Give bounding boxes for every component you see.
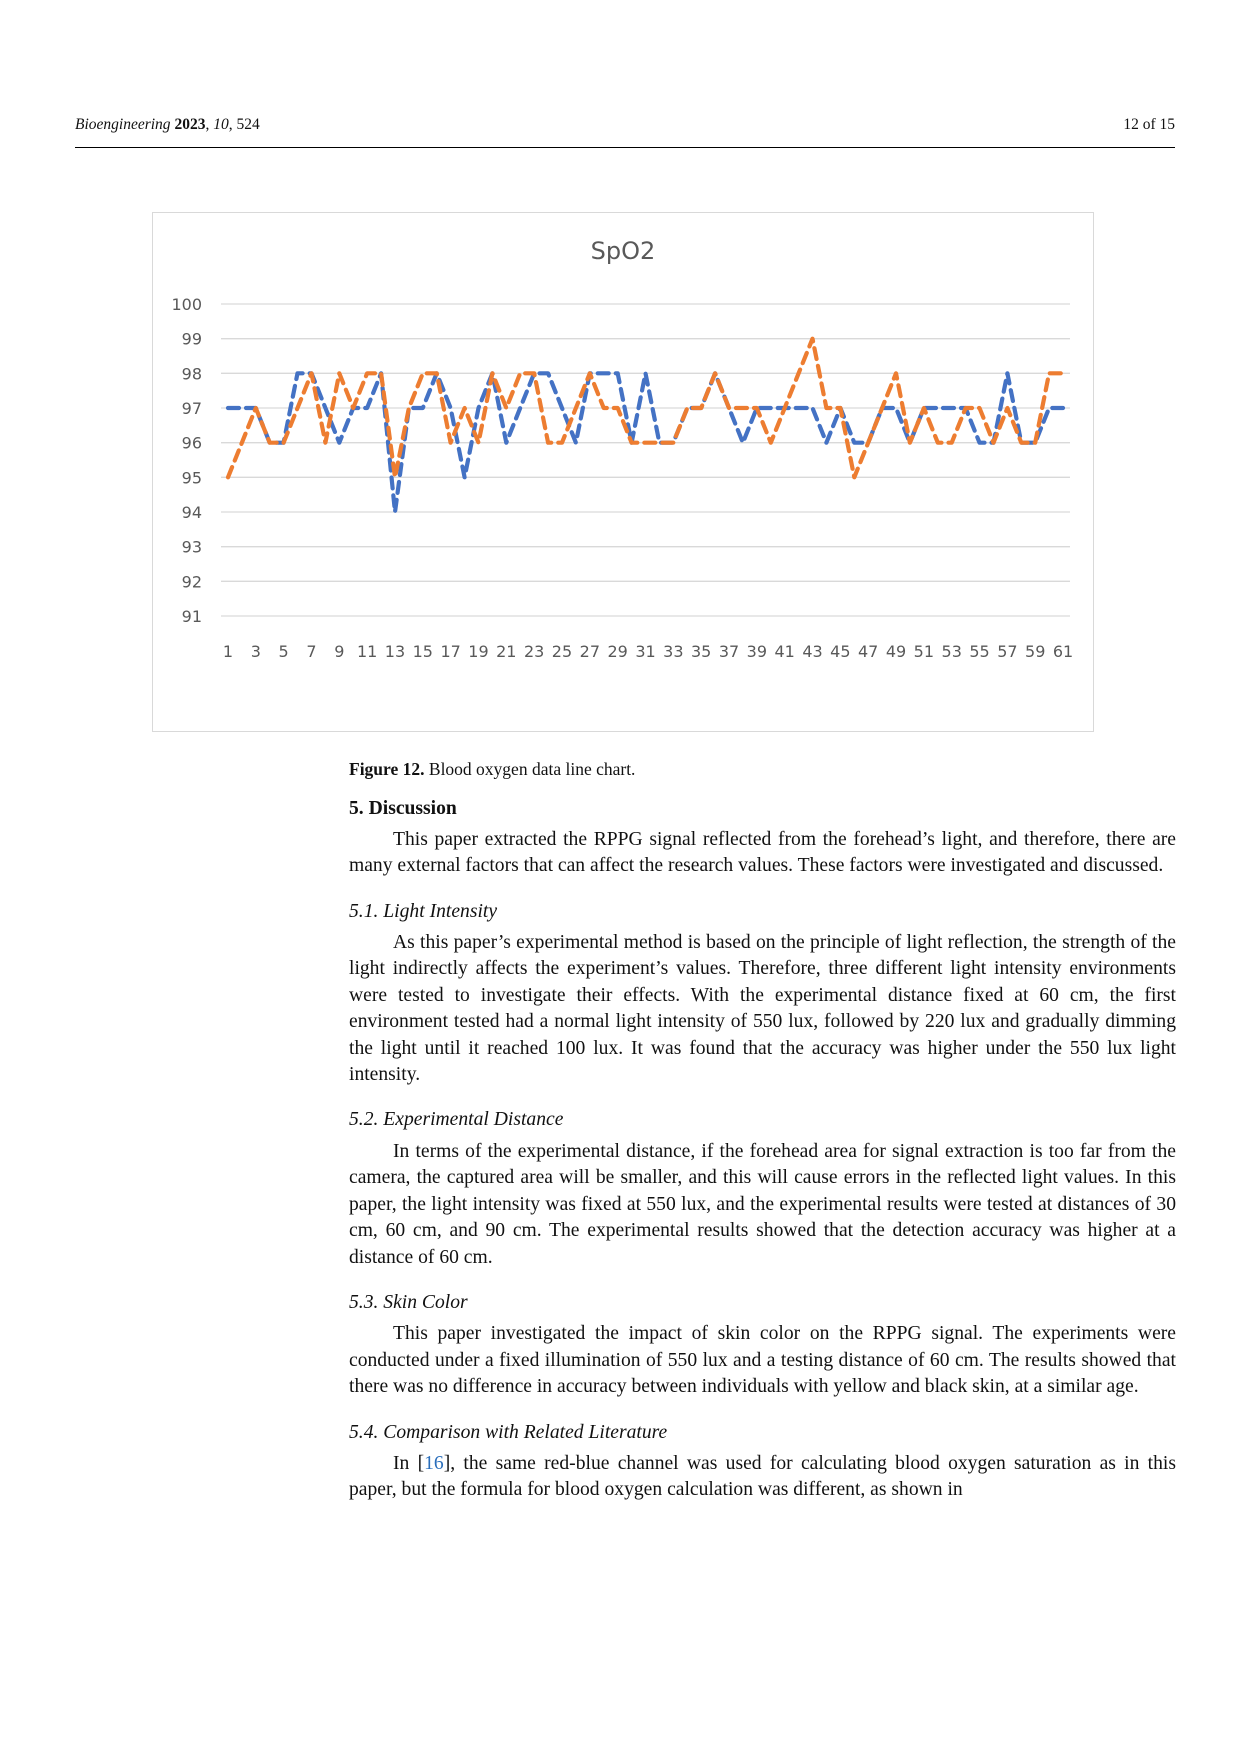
y-tick-label: 98 [182, 364, 202, 383]
y-tick-label: 94 [182, 503, 202, 522]
subsection-heading-distance: 5.2. Experimental Distance [349, 1109, 564, 1131]
x-tick-label: 61 [1053, 642, 1073, 661]
x-tick-label: 5 [279, 642, 289, 661]
x-tick-label: 53 [942, 642, 962, 661]
citation-link[interactable]: 16 [424, 1452, 444, 1474]
x-tick-label: 7 [306, 642, 316, 661]
x-tick-label: 41 [775, 642, 795, 661]
x-tick-label: 33 [663, 642, 683, 661]
y-tick-label: 97 [182, 399, 202, 418]
x-tick-label: 59 [1025, 642, 1045, 661]
volume: 10 [213, 116, 229, 133]
paragraph-light: As this paper’s experimental method is b… [349, 932, 1176, 1086]
x-tick-label: 11 [357, 642, 377, 661]
text: In [ [393, 1452, 425, 1474]
caption-label: Figure 12. [349, 759, 425, 779]
y-tick-label: 96 [182, 434, 202, 453]
journal-name: Bioengineering [75, 116, 171, 133]
x-tick-label: 17 [440, 642, 460, 661]
x-tick-label: 1 [223, 642, 233, 661]
spo2-chart: SpO2 100 99 98 97 96 95 94 93 92 91 1 3 5 7 9 11 13 15 17 19… [152, 212, 1094, 732]
y-tick-label: 93 [182, 538, 202, 557]
section-heading-discussion: 5. Discussion [349, 798, 457, 820]
x-tick-label: 31 [635, 642, 655, 661]
x-tick-label: 37 [719, 642, 739, 661]
paragraph-distance: In terms of the experimental distance, i… [349, 1140, 1176, 1268]
y-tick-label: 92 [182, 572, 202, 591]
chart-title: SpO2 [591, 237, 656, 265]
article-number: 524 [236, 116, 260, 133]
x-tick-label: 3 [251, 642, 261, 661]
paragraph-comparison: In [16], the same red-blue channel was u… [349, 1451, 1176, 1504]
x-tick-label: 45 [830, 642, 850, 661]
body-text: Figure 12. Blood oxygen data line chart.… [349, 756, 1176, 1504]
subsection-heading-skin: 5.3. Skin Color [349, 1291, 468, 1313]
y-tick-label: 99 [182, 330, 202, 349]
x-tick-label: 19 [468, 642, 488, 661]
x-tick-label: 9 [334, 642, 344, 661]
x-tick-label: 47 [858, 642, 878, 661]
year: 2023 [174, 116, 206, 133]
x-tick-label: 23 [524, 642, 544, 661]
x-tick-label: 15 [413, 642, 433, 661]
x-tick-label: 29 [607, 642, 627, 661]
text: ], the same red-blue channel was used fo… [349, 1452, 1176, 1501]
x-tick-label: 51 [914, 642, 934, 661]
paragraph-skin: This paper investigated the impact of sk… [349, 1323, 1176, 1398]
x-tick-label: 35 [691, 642, 711, 661]
subsection-heading-light: 5.1. Light Intensity [349, 900, 498, 922]
page-number: 12 of 15 [1123, 116, 1175, 133]
header-rule [75, 147, 1175, 148]
subsection-heading-comparison: 5.4. Comparison with Related Literature [349, 1421, 668, 1443]
x-tick-label: 55 [969, 642, 989, 661]
figure-caption: Figure 12. Blood oxygen data line chart. [349, 756, 1176, 782]
x-tick-label: 57 [997, 642, 1017, 661]
x-tick-label: 25 [552, 642, 572, 661]
x-tick-label: 39 [747, 642, 767, 661]
x-tick-label: 49 [886, 642, 906, 661]
running-header: Bioengineering 2023, 10, 524 [75, 116, 260, 133]
paragraph-discussion: This paper extracted the RPPG signal ref… [349, 828, 1176, 877]
y-tick-label: 91 [182, 607, 202, 626]
x-tick-label: 27 [580, 642, 600, 661]
y-tick-label: 100 [171, 295, 202, 314]
y-tick-label: 95 [182, 468, 202, 487]
caption-text: Blood oxygen data line chart. [428, 759, 636, 779]
x-tick-label: 43 [802, 642, 822, 661]
x-tick-label: 21 [496, 642, 516, 661]
x-tick-label: 13 [385, 642, 405, 661]
